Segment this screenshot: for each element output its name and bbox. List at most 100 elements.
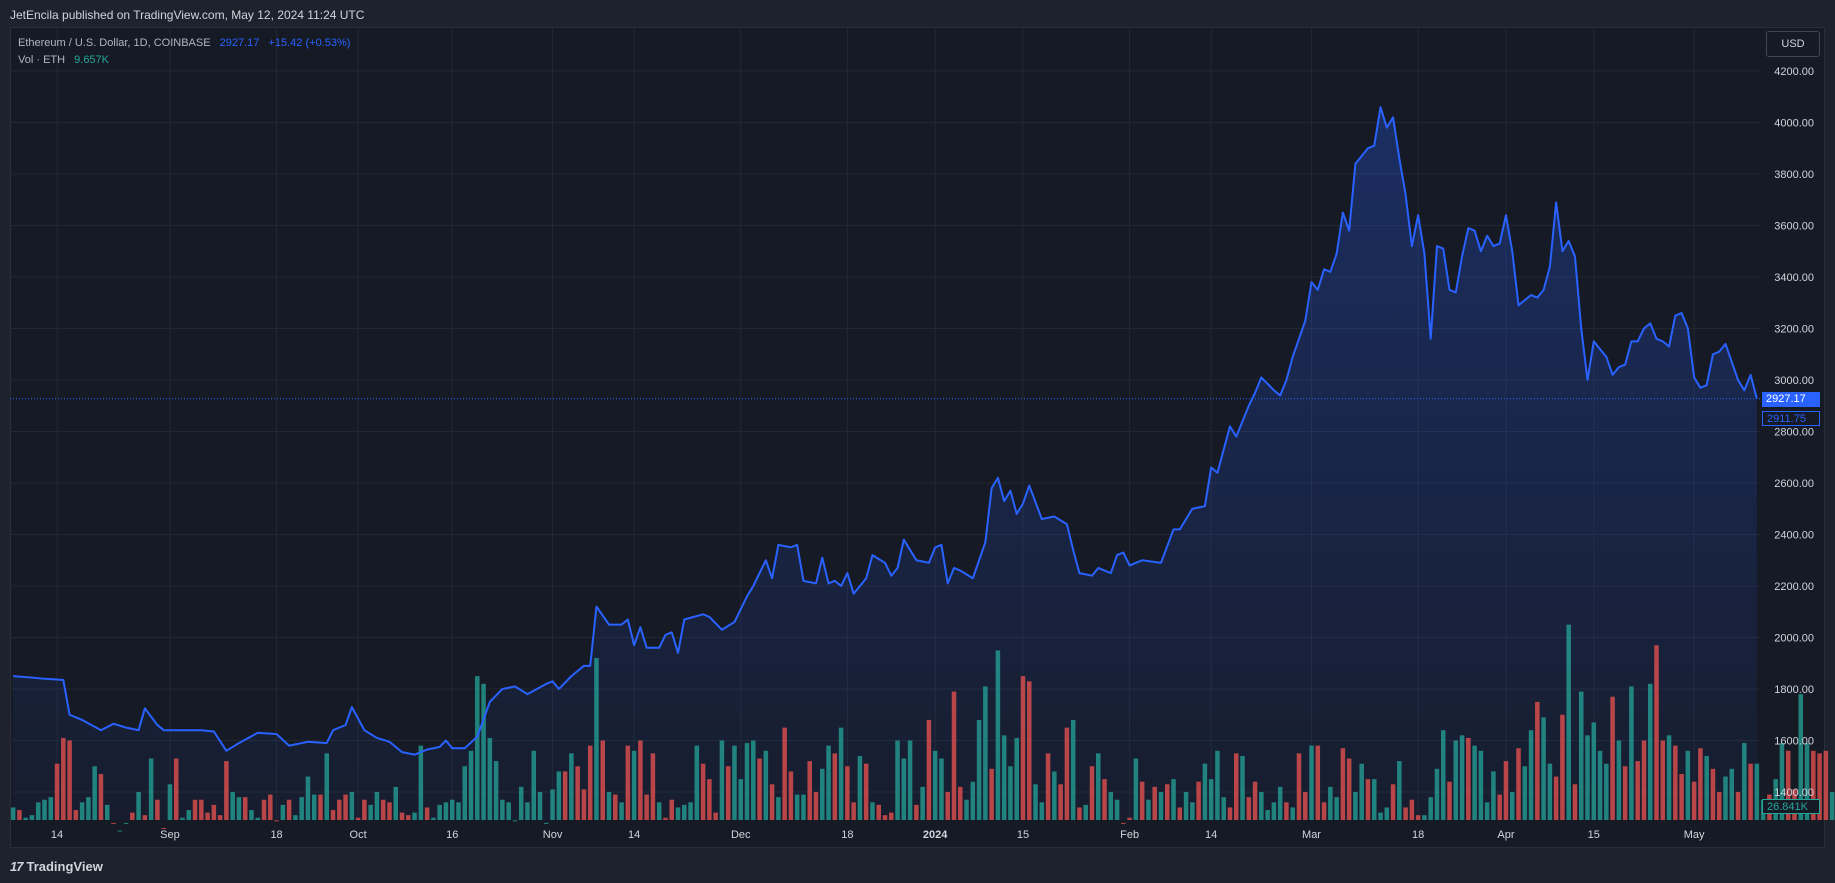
volume-bar[interactable] <box>1422 815 1427 820</box>
volume-bar[interactable] <box>1208 779 1214 820</box>
volume-bar[interactable] <box>167 784 173 820</box>
volume-bar[interactable] <box>1522 766 1528 820</box>
volume-bar[interactable] <box>656 802 662 820</box>
volume-bar[interactable] <box>1666 735 1672 820</box>
volume-bar[interactable] <box>794 794 800 820</box>
volume-bar[interactable] <box>481 683 486 820</box>
volume-bar[interactable] <box>1008 766 1013 820</box>
price-line[interactable] <box>13 106 1758 756</box>
volume-bar[interactable] <box>700 763 706 820</box>
volume-bar[interactable] <box>776 797 781 820</box>
volume-bar[interactable] <box>1227 807 1233 820</box>
volume-bar[interactable] <box>1597 750 1603 820</box>
volume-bar[interactable] <box>155 799 160 820</box>
volume-bar[interactable] <box>468 750 474 820</box>
volume-bar[interactable] <box>914 804 919 820</box>
volume-bar[interactable] <box>1572 784 1578 820</box>
volume-bar[interactable] <box>42 799 47 820</box>
volume-bar[interactable] <box>976 719 982 820</box>
volume-bar[interactable] <box>1190 802 1195 820</box>
volume-bar[interactable] <box>995 650 1001 820</box>
volume-bar[interactable] <box>675 807 681 820</box>
volume-bar[interactable] <box>1083 804 1088 820</box>
volume-bar[interactable] <box>330 810 336 820</box>
volume-bar[interactable] <box>311 794 317 820</box>
volume-bar[interactable] <box>512 820 518 822</box>
volume-bar[interactable] <box>1654 645 1659 820</box>
volume-bar[interactable] <box>1811 750 1816 820</box>
volume-bar[interactable] <box>104 804 110 820</box>
volume-bar[interactable] <box>1779 743 1785 820</box>
volume-bar[interactable] <box>1070 719 1076 820</box>
volume-bar[interactable] <box>449 799 455 820</box>
volume-bar[interactable] <box>1748 763 1753 820</box>
volume-bar[interactable] <box>807 761 812 820</box>
volume-bar[interactable] <box>1735 792 1741 820</box>
volume-bar[interactable] <box>192 799 198 820</box>
volume-bar[interactable] <box>1516 748 1521 820</box>
volume-bar[interactable] <box>1202 763 1208 820</box>
volume-bar[interactable] <box>1823 750 1829 820</box>
volume-bar[interactable] <box>1378 812 1383 820</box>
volume-bar[interactable] <box>249 810 254 820</box>
volume-bar[interactable] <box>594 658 599 820</box>
tradingview-logo[interactable]: 17 TradingView <box>10 859 103 874</box>
volume-bar[interactable] <box>1133 758 1139 820</box>
volume-bar[interactable] <box>1045 753 1051 820</box>
volume-bar[interactable] <box>54 763 60 820</box>
volume-bar[interactable] <box>161 828 166 830</box>
volume-bar[interactable] <box>725 766 731 820</box>
volume-bar[interactable] <box>337 799 342 820</box>
volume-bar[interactable] <box>1284 802 1289 820</box>
volume-bar[interactable] <box>1466 737 1471 820</box>
volume-bar[interactable] <box>1660 740 1666 821</box>
volume-bar[interactable] <box>983 686 988 820</box>
volume-bar[interactable] <box>462 766 468 820</box>
volume-bar[interactable] <box>1359 763 1364 820</box>
volume-bar[interactable] <box>1472 745 1477 820</box>
volume-bar[interactable] <box>575 766 580 820</box>
volume-bar[interactable] <box>1233 753 1239 820</box>
volume-bar[interactable] <box>299 797 304 820</box>
volume-bar[interactable] <box>851 802 856 820</box>
price-axis[interactable]: 1400.00 1600.00 1800.00 2000.00 2200.00 2400.… <box>1774 66 1814 799</box>
volume-bar[interactable] <box>362 799 367 820</box>
volume-bar[interactable] <box>261 799 267 820</box>
volume-bar[interactable] <box>932 750 938 820</box>
volume-bar[interactable] <box>242 797 248 820</box>
volume-bar[interactable] <box>1528 730 1534 820</box>
volume-bar[interactable] <box>224 761 229 820</box>
volume-bar[interactable] <box>1484 802 1490 820</box>
volume-bar[interactable] <box>424 807 430 820</box>
volume-bar[interactable] <box>587 745 593 820</box>
volume-bar[interactable] <box>111 822 116 824</box>
volume-bar[interactable] <box>958 786 963 820</box>
volume-bar[interactable] <box>1052 771 1057 820</box>
volume-bar[interactable] <box>255 817 261 820</box>
volume-bar[interactable] <box>782 727 787 820</box>
volume-bar[interactable] <box>556 771 562 820</box>
volume-bar[interactable] <box>757 758 762 820</box>
volume-bar[interactable] <box>1139 781 1145 820</box>
volume-bar[interactable] <box>644 794 649 820</box>
volume-bar[interactable] <box>1240 755 1245 820</box>
volume-bar[interactable] <box>970 781 976 820</box>
volume-bar[interactable] <box>343 794 348 820</box>
volume-bar[interactable] <box>870 802 875 820</box>
volume-bar[interactable] <box>1428 797 1433 820</box>
volume-bar[interactable] <box>650 753 656 820</box>
volume-bar[interactable] <box>863 763 869 820</box>
volume-bar[interactable] <box>1691 781 1697 820</box>
volume-bar[interactable] <box>1535 701 1540 820</box>
volume-bar[interactable] <box>205 812 210 820</box>
volume-bar[interactable] <box>79 802 85 820</box>
volume-bar[interactable] <box>1328 786 1333 820</box>
volume-bar[interactable] <box>1089 766 1095 820</box>
volume-bar[interactable] <box>920 786 925 820</box>
volume-bar[interactable] <box>318 794 323 820</box>
volume-bar[interactable] <box>838 727 844 820</box>
volume-bar[interactable] <box>1121 822 1126 824</box>
volume-bar[interactable] <box>688 802 693 820</box>
volume-bar[interactable] <box>1560 714 1565 820</box>
volume-bar[interactable] <box>989 768 994 820</box>
